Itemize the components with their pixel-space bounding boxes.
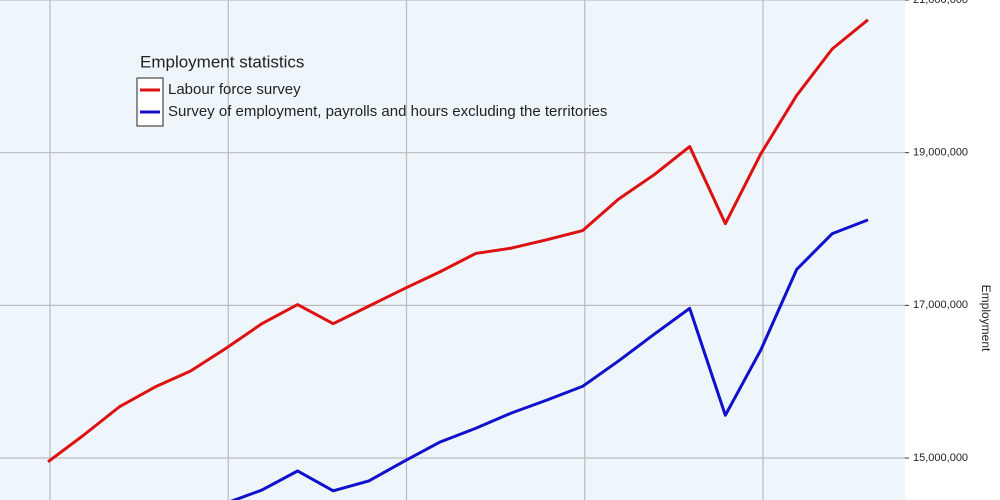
- legend-label: Survey of employment, payrolls and hours…: [168, 103, 607, 120]
- y-axis-title: Employment: [979, 285, 993, 352]
- y-tick-label: 17,000,000: [913, 299, 968, 311]
- legend-label: Labour force survey: [168, 81, 301, 98]
- legend: Employment statistics Labour force surve…: [136, 52, 607, 127]
- y-tick-label: 19,000,000: [913, 147, 968, 159]
- legend-key-box: [136, 77, 164, 127]
- series-line: [230, 218, 869, 500]
- legend-items: Labour force survey Survey of employment,…: [140, 81, 607, 120]
- y-axis: 15,000,000 17,000,000 19,000,000 21,000,000: [905, 0, 968, 464]
- legend-title: Employment statistics: [140, 52, 304, 71]
- y-tick-label: 21,000,000: [913, 0, 968, 6]
- lines: [47, 18, 869, 500]
- grid: [0, 0, 905, 500]
- y-tick-label: 15,000,000: [913, 452, 968, 464]
- series-line: [47, 18, 869, 464]
- plot-background: [0, 0, 905, 500]
